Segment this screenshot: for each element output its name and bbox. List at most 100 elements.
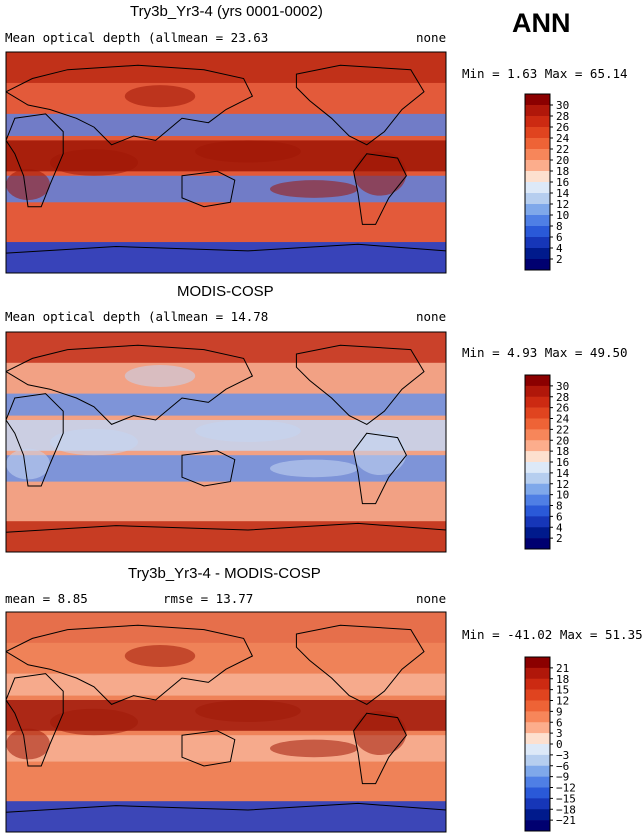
season-label: ANN — [512, 8, 571, 38]
colorbar-swatch — [525, 248, 550, 260]
panel-1-mean: mean = 23.63 — [178, 30, 269, 45]
colorbar-swatch — [525, 809, 550, 821]
map-band — [6, 673, 446, 696]
colorbar-tick-label: 0 — [556, 738, 563, 751]
map-blob — [195, 420, 301, 442]
colorbar-tick-label: 9 — [556, 705, 563, 718]
colorbar-swatch — [525, 138, 550, 150]
colorbar-swatch — [525, 160, 550, 172]
map-blob — [353, 151, 407, 196]
map-blob — [6, 448, 50, 480]
colorbar-swatch — [525, 776, 550, 788]
panel-1-title: Try3b_Yr3-4 (yrs 0001-0002) — [130, 3, 323, 20]
colorbar-swatch — [525, 657, 550, 669]
map-blob — [6, 169, 50, 201]
coastline — [181, 730, 236, 767]
colorbar-tick-label: 26 — [556, 121, 569, 134]
colorbar-swatch — [525, 483, 550, 495]
colorbar-swatch — [525, 678, 550, 690]
colorbar-tick-label: 20 — [556, 434, 569, 447]
colorbar-tick-label: −3 — [556, 749, 569, 762]
colorbar-swatch — [525, 226, 550, 238]
map-blob — [124, 85, 196, 108]
coastline — [6, 344, 254, 425]
colorbar-swatch — [525, 171, 550, 183]
map-blob — [270, 739, 358, 758]
colorbar-tick-label: 4 — [556, 521, 563, 534]
colorbar-tick-label: 10 — [556, 489, 569, 502]
map-blob — [195, 140, 301, 163]
colorbar-tick-label: 22 — [556, 143, 569, 156]
map-blob — [6, 728, 50, 760]
colorbar-swatch — [525, 451, 550, 463]
coastline — [6, 64, 254, 146]
colorbar-swatch — [525, 516, 550, 528]
colorbar-tick-label: 18 — [556, 673, 569, 686]
colorbar-swatch — [525, 722, 550, 734]
colorbar-tick-label: −21 — [556, 814, 576, 827]
panel-2-mean: mean = 14.78 — [178, 309, 269, 324]
colorbar-tick-label: 6 — [556, 510, 563, 523]
colorbar-tick-label: 20 — [556, 154, 569, 167]
colorbar-tick-label: 14 — [556, 467, 570, 480]
colorbar-tick-label: 24 — [556, 132, 570, 145]
colorbar-swatch — [525, 105, 550, 117]
colorbar-tick-label: 30 — [556, 380, 569, 393]
map-band — [6, 242, 446, 273]
colorbar-swatch — [525, 127, 550, 139]
colorbar-swatch — [525, 396, 550, 408]
panel-3-minmax: Min = -41.02 Max = 51.35 — [462, 627, 643, 642]
map-panel-1 — [5, 51, 447, 274]
panel-3-title: Try3b_Yr3-4 - MODIS-COSP — [128, 565, 321, 582]
colorbar-swatch — [525, 237, 550, 249]
colorbar-swatch — [525, 407, 550, 419]
coastline — [295, 64, 425, 146]
coastline — [6, 624, 254, 705]
colorbar-tick-label: 14 — [556, 187, 570, 200]
map-blob — [124, 365, 196, 387]
colorbar-tick-label: 12 — [556, 478, 569, 491]
colorbar-tick-label: 12 — [556, 695, 569, 708]
colorbar-swatch — [525, 94, 550, 106]
colorbar-swatch — [525, 733, 550, 745]
colorbar-tick-label: 10 — [556, 209, 569, 222]
colorbar-tick-label: 28 — [556, 110, 569, 123]
colorbar-tick-label: −9 — [556, 771, 569, 784]
colorbar-tick-label: −12 — [556, 782, 576, 795]
colorbar-swatch — [525, 149, 550, 161]
coastline — [6, 522, 446, 552]
coastline — [6, 673, 64, 767]
coastline — [6, 113, 64, 208]
colorbar-swatch — [525, 798, 550, 810]
colorbar-swatch — [525, 494, 550, 506]
colorbar-swatch — [525, 820, 550, 832]
panel-3-units: none — [416, 591, 447, 606]
colorbar-swatch — [525, 182, 550, 194]
map-blob — [124, 645, 196, 667]
colorbar-tick-label: 28 — [556, 391, 569, 404]
colorbar-tick-label: 18 — [556, 445, 569, 458]
colorbar-swatch — [525, 744, 550, 756]
colorbar-swatch — [525, 462, 550, 474]
colorbar-tick-label: −18 — [556, 803, 576, 816]
colorbar-tick-label: 26 — [556, 402, 569, 415]
colorbar-swatch — [525, 385, 550, 398]
colorbar-tick-label: 21 — [556, 662, 569, 675]
panel-2-minmax: Min = 4.93 Max = 49.50 — [462, 345, 628, 360]
panel-3-mean: mean = 8.85 — [5, 591, 88, 606]
panel-2-title: MODIS-COSP — [177, 283, 274, 300]
map-band — [6, 393, 446, 416]
coastline — [181, 170, 236, 208]
colorbar-tick-label: 2 — [556, 253, 563, 266]
colorbar-swatch — [525, 472, 550, 485]
colorbar-tick-label: −6 — [556, 760, 569, 773]
colorbar-swatch — [525, 418, 550, 430]
map-blob — [195, 700, 301, 722]
map-blob — [270, 180, 358, 198]
colorbar-swatch — [525, 440, 550, 452]
colorbar-swatch — [525, 538, 550, 550]
colorbar-swatch — [525, 505, 550, 517]
